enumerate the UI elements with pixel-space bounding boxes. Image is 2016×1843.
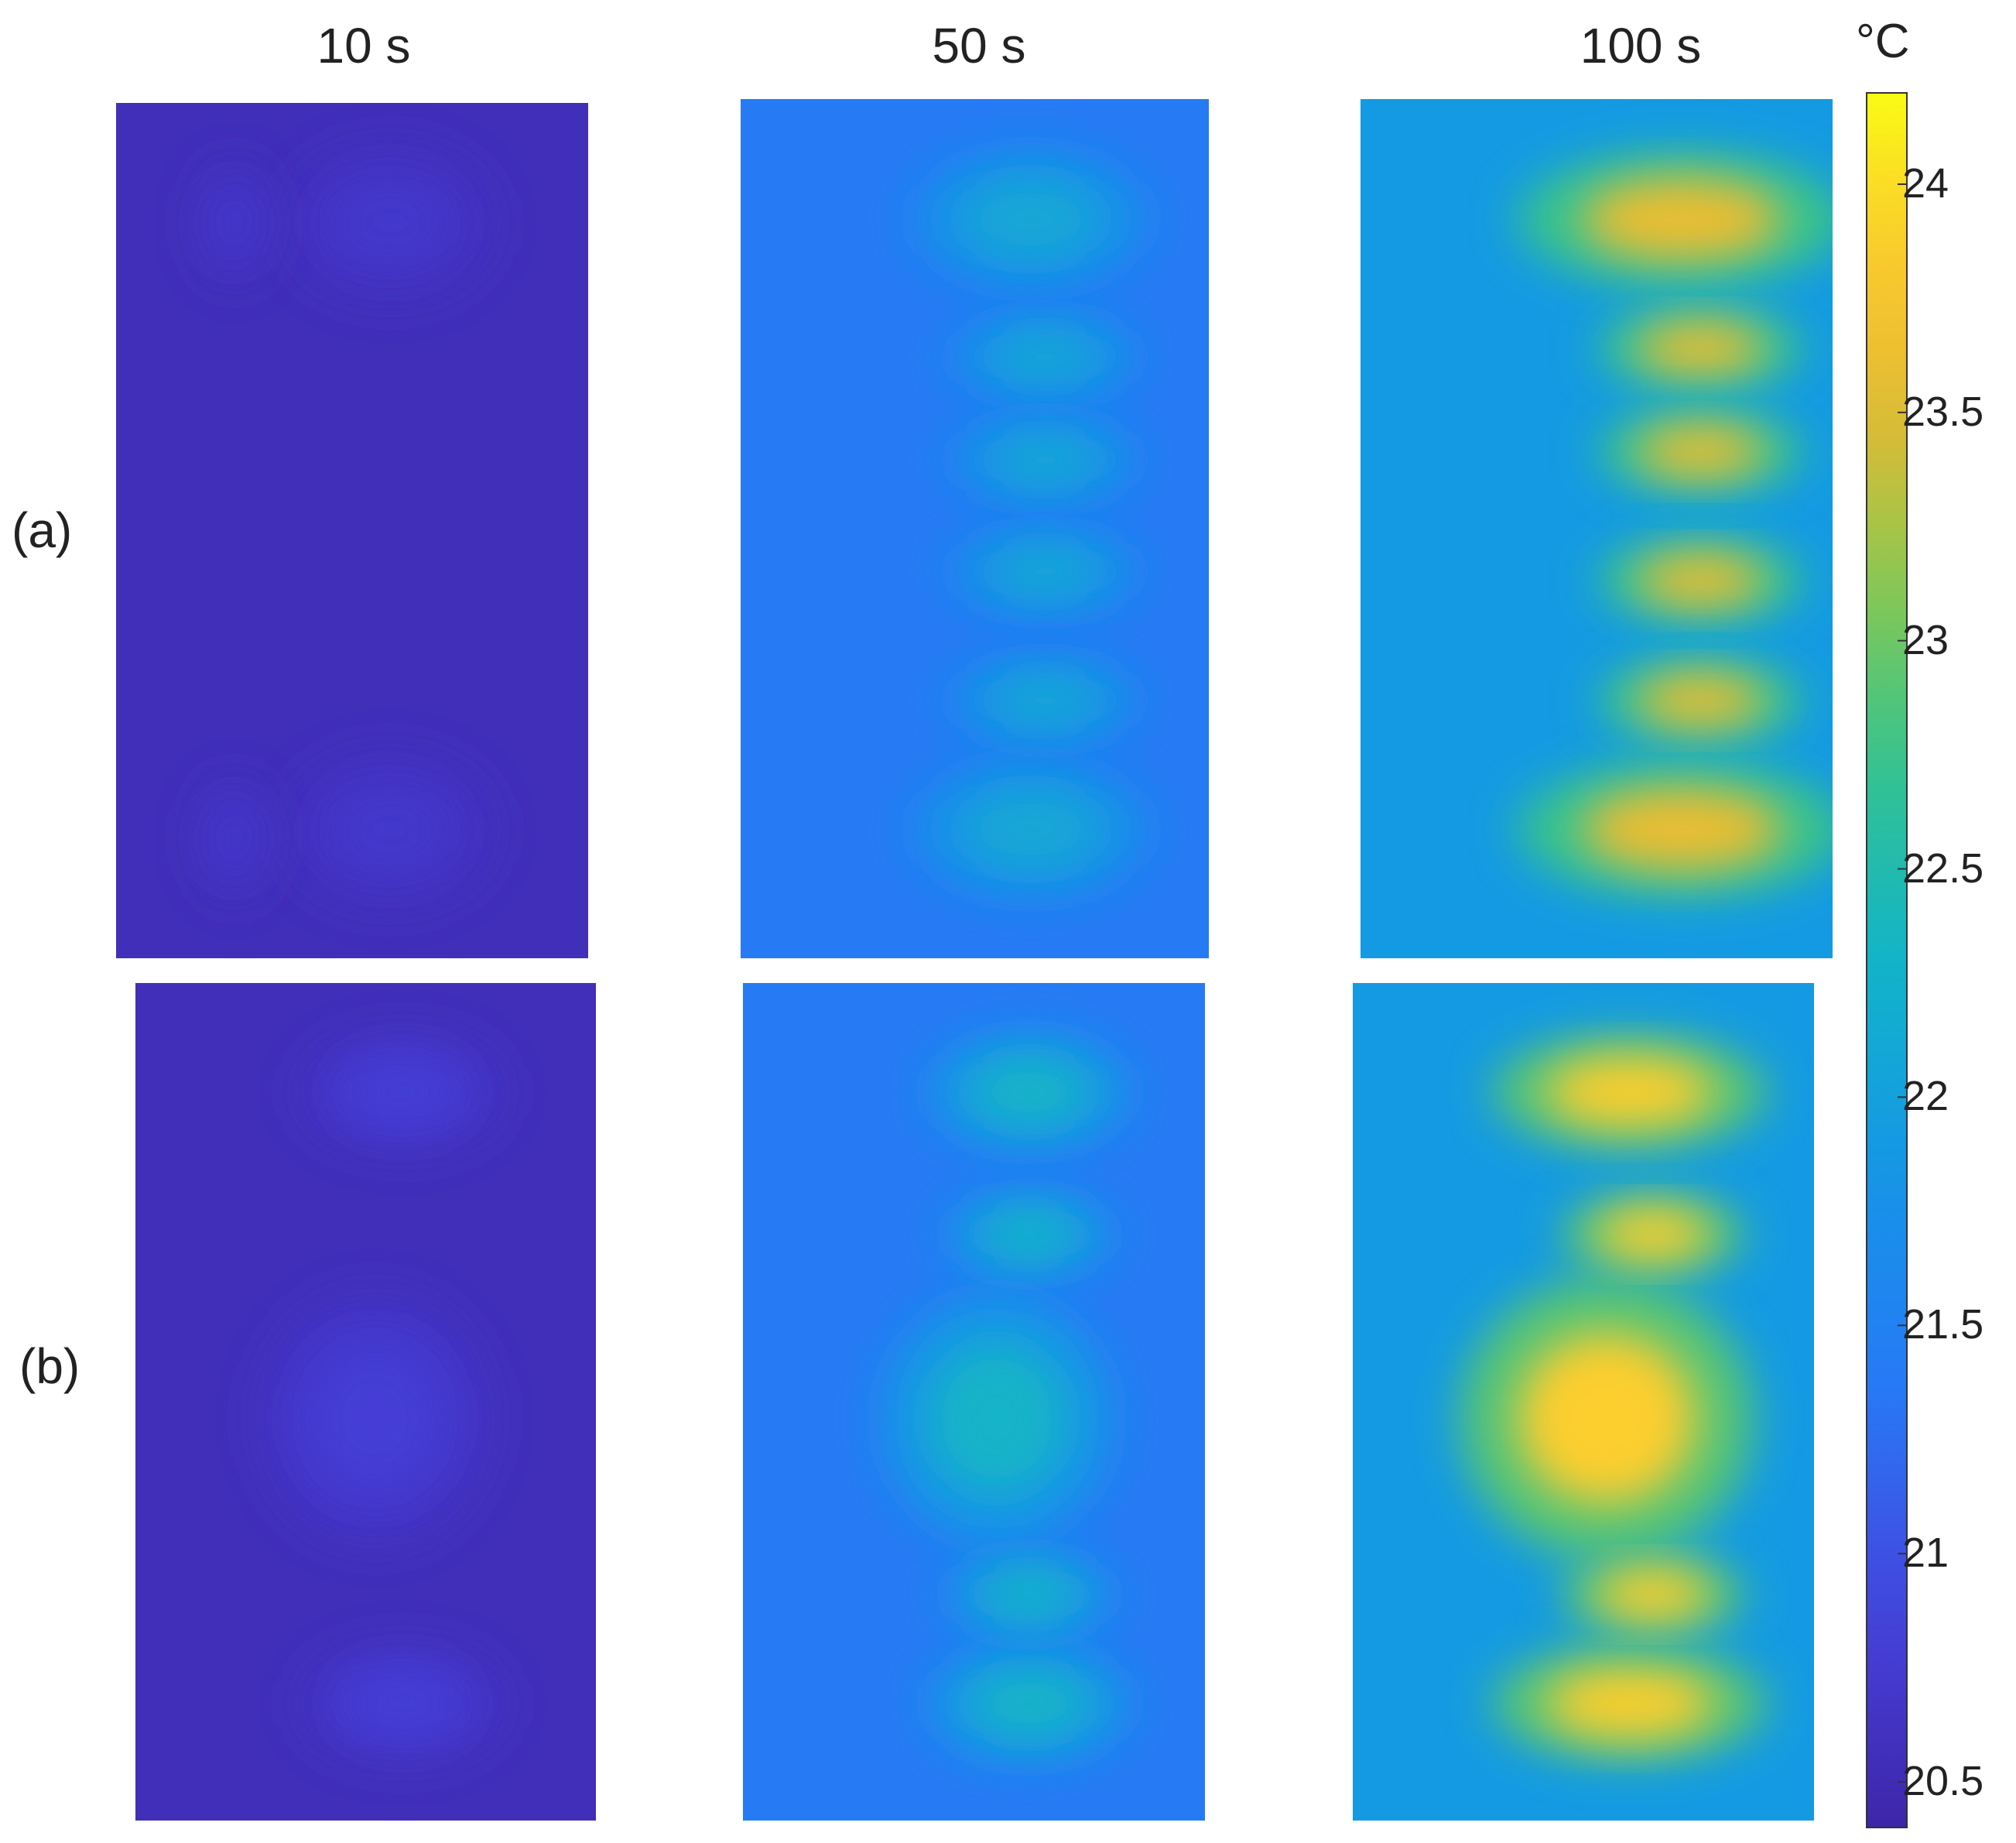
heatmap-svg [135, 983, 596, 1821]
heatmap-hot-spot [327, 783, 453, 876]
heatmap-hot-spot [988, 331, 1101, 383]
colorbar-tick-label: 23 [1902, 616, 1949, 663]
heatmap-svg [116, 103, 588, 958]
colorbar-tick-label: 21 [1902, 1530, 1949, 1577]
heatmap-hot-spot [1546, 1057, 1713, 1128]
colorbar-tick-label: 20.5 [1902, 1758, 1984, 1805]
heatmap-hot-spot [1638, 554, 1763, 606]
heatmap-hot-spot [211, 187, 257, 259]
heatmap-hot-spot [968, 1668, 1090, 1739]
heatmap-hot-spot [968, 1057, 1090, 1128]
colorbar-tick-label: 24 [1902, 159, 1949, 207]
heatmap-hot-spot [1582, 178, 1781, 261]
heatmap-svg [743, 983, 1205, 1821]
heatmap-panel-b-100s [1353, 983, 1814, 1821]
heatmap-hot-spot [1546, 1668, 1713, 1739]
row-label-b: (b) [19, 1338, 80, 1394]
colorbar-tick-label: 22 [1902, 1073, 1949, 1120]
column-title-100s: 100 s [1580, 18, 1702, 74]
heatmap-hot-spot [1638, 674, 1763, 727]
heatmap-panel-b-10s [135, 983, 596, 1821]
heatmap-svg [1361, 99, 1833, 958]
heatmap-hot-spot [960, 178, 1101, 261]
heatmap-hot-spot [979, 1209, 1080, 1260]
heatmap-hot-spot [1582, 788, 1781, 871]
heatmap-hot-spot [1638, 322, 1763, 375]
heatmap-panel-a-10s [116, 103, 588, 958]
heatmap-hot-spot [927, 1343, 1066, 1495]
colorbar-gradient [1866, 92, 1908, 1828]
colorbar-tick-label: 22.5 [1902, 844, 1984, 892]
heatmap-hot-spot [988, 433, 1101, 486]
heatmap-panel-b-50s [743, 983, 1205, 1821]
heatmap-hot-spot [1597, 1569, 1708, 1620]
column-title-50s: 50 s [932, 18, 1026, 74]
heatmap-svg [1353, 983, 1814, 1821]
heatmap-hot-spot [1518, 1333, 1696, 1505]
heatmap-hot-spot [1597, 1209, 1708, 1260]
heatmap-hot-spot [341, 1057, 464, 1128]
heatmap-hot-spot [988, 674, 1101, 727]
heatmap-hot-spot [306, 1343, 444, 1495]
heatmap-panel-a-100s [1361, 99, 1833, 958]
colorbar-unit: °C [1856, 15, 1910, 68]
colorbar [1866, 92, 1908, 1828]
column-title-10s: 10 s [317, 18, 411, 74]
heatmap-hot-spot [960, 788, 1101, 871]
colorbar-tick-label: 23.5 [1902, 388, 1984, 435]
colorbar-tick-label: 21.5 [1902, 1301, 1984, 1348]
heatmap-hot-spot [341, 1668, 464, 1739]
heatmap-svg [741, 99, 1209, 958]
row-label-a: (a) [12, 502, 73, 558]
heatmap-hot-spot [211, 802, 257, 875]
heatmap-hot-spot [988, 546, 1101, 598]
heatmap-hot-spot [979, 1569, 1080, 1620]
heatmap-hot-spot [1638, 425, 1763, 478]
heatmap-hot-spot [327, 176, 453, 269]
heatmap-panel-a-50s [741, 99, 1209, 958]
